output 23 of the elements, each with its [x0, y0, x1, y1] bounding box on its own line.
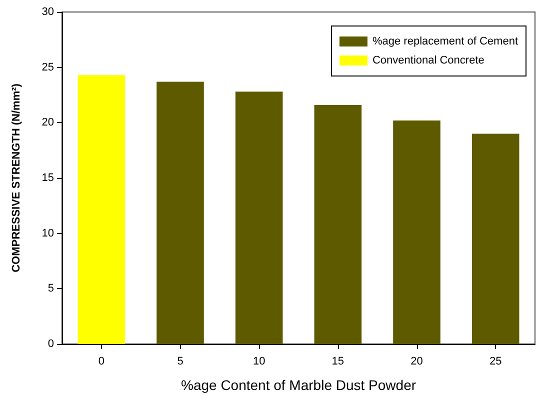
x-axis-title: %age Content of Marble Dust Powder [180, 377, 416, 393]
y-axis-title: COMPRESSIVE STRENGTH (N/mm²) [10, 83, 22, 272]
bar [235, 92, 283, 344]
x-tick-label: 10 [252, 356, 266, 368]
x-tick-label: 5 [177, 356, 184, 368]
bar [472, 134, 520, 344]
x-tick-label: 15 [332, 356, 344, 368]
y-tick-label: 25 [42, 61, 54, 74]
y-tick-label: 20 [42, 116, 54, 129]
bar [393, 120, 440, 344]
y-tick-label: 5 [48, 282, 54, 295]
bar [314, 104, 362, 344]
x-tick-label: 20 [410, 356, 423, 368]
bar [156, 82, 204, 344]
y-tick-label: 0 [48, 338, 54, 350]
y-tick-label: 10 [42, 227, 54, 240]
y-tick-label: 15 [42, 172, 54, 184]
legend-label: Conventional Concrete [372, 54, 484, 66]
legend-label: %age replacement of Cement [372, 36, 518, 48]
x-tick-label: 25 [489, 356, 502, 368]
x-tick-label: 0 [98, 356, 104, 368]
y-tick-label: 30 [42, 6, 54, 18]
bar [78, 75, 126, 344]
